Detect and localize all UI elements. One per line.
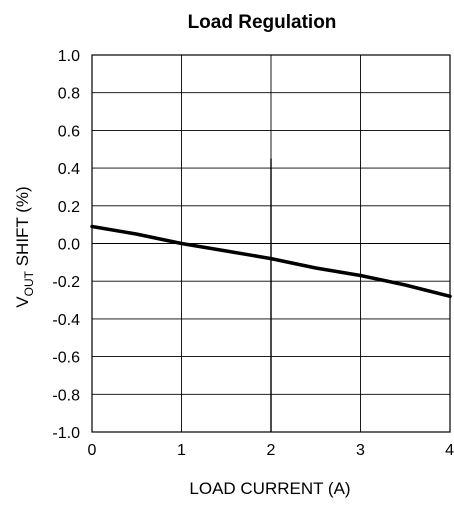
series-line — [90, 224, 452, 299]
y-tick-label: -0.2 — [52, 274, 80, 291]
chart-title: Load Regulation — [188, 12, 337, 33]
x-tick-label: 0 — [88, 442, 97, 459]
y-tick-label: -0.8 — [52, 387, 80, 404]
y-tick-label: 0.4 — [58, 161, 80, 178]
y-axis-label-main: V — [13, 296, 32, 308]
y-axis-label: VOUT SHIFT (%) — [13, 186, 36, 307]
y-tick-label: -1.0 — [52, 425, 80, 442]
x-tick-label: 2 — [267, 442, 276, 459]
y-tick-label: 0.6 — [58, 123, 80, 140]
x-tick-label: 1 — [177, 442, 186, 459]
series-layer — [90, 224, 452, 299]
y-tick-label: 0.8 — [58, 86, 80, 103]
y-axis-label-subscript: OUT — [22, 270, 36, 296]
y-tick-label: 0.0 — [58, 237, 80, 254]
x-tick-label: 3 — [356, 442, 365, 459]
y-tick-label: 1.0 — [58, 48, 80, 65]
y-tick-label: 0.2 — [58, 199, 80, 216]
y-tick-label: -0.4 — [52, 312, 80, 329]
y-axis-label-rest: SHIFT (%) — [13, 186, 32, 271]
x-tick-label: 4 — [445, 442, 454, 459]
y-tick-labels: 1.0 0.8 0.6 0.4 0.2 0.0 -0.2 -0.4 -0.6 -0.8 -1.0 — [52, 48, 80, 442]
x-tick-labels: 0 1 2 3 4 — [88, 442, 454, 459]
y-tick-label: -0.6 — [52, 350, 80, 367]
x-axis-label: LOAD CURRENT (A) — [189, 479, 350, 498]
plot-frame — [91, 54, 451, 433]
